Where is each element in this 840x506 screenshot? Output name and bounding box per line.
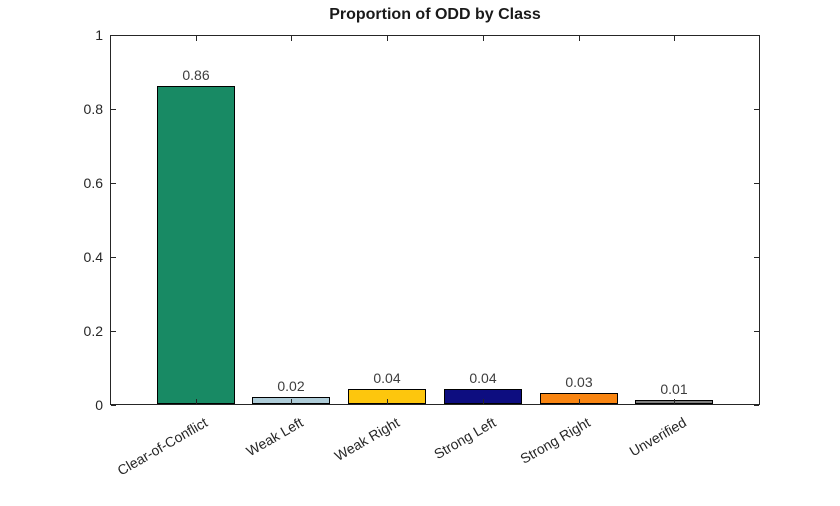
x-tick-bottom xyxy=(483,399,484,404)
x-tick-top xyxy=(196,36,197,41)
x-tick-bottom xyxy=(387,399,388,404)
y-tick-label: 0.8 xyxy=(83,101,103,117)
x-tick-bottom xyxy=(674,399,675,404)
y-tick-right xyxy=(754,35,759,36)
y-tick-label: 1 xyxy=(95,27,103,43)
y-tick-right xyxy=(754,109,759,110)
x-tick-label: Unverified xyxy=(626,414,689,460)
y-tick-left xyxy=(111,331,116,332)
x-tick-label: Clear-of-Conflict xyxy=(114,414,210,479)
y-tick-left xyxy=(111,109,116,110)
y-tick-label: 0 xyxy=(95,397,103,413)
x-tick-label: Strong Right xyxy=(517,414,593,467)
y-tick-right xyxy=(754,183,759,184)
chart-title: Proportion of ODD by Class xyxy=(329,6,541,23)
bar-value-label: 0.02 xyxy=(277,378,305,394)
x-tick-bottom xyxy=(291,399,292,404)
y-tick-right xyxy=(754,257,759,258)
x-tick-bottom xyxy=(196,399,197,404)
y-tick-left xyxy=(111,35,116,36)
bar-value-label: 0.03 xyxy=(565,374,593,390)
y-tick-right xyxy=(754,331,759,332)
y-tick-right xyxy=(754,405,759,406)
bar xyxy=(157,86,235,404)
x-tick-label: Strong Left xyxy=(430,414,498,463)
y-tick-left xyxy=(111,405,116,406)
bar-value-label: 0.04 xyxy=(469,370,497,386)
x-tick-top xyxy=(483,36,484,41)
y-tick-label: 0.6 xyxy=(83,175,103,191)
y-tick-left xyxy=(111,257,116,258)
x-tick-top xyxy=(291,36,292,41)
x-tick-top xyxy=(674,36,675,41)
bar-value-label: 0.86 xyxy=(182,67,210,83)
y-tick-label: 0.4 xyxy=(83,249,103,265)
y-tick-left xyxy=(111,183,116,184)
plot-area: 0.86 0.02 0.04 0.04 0.03 0.01 xyxy=(110,35,760,406)
y-tick-label: 0.2 xyxy=(83,323,103,339)
x-tick-bottom xyxy=(579,399,580,404)
bar-value-label: 0.04 xyxy=(373,370,401,386)
x-tick-top xyxy=(387,36,388,41)
bar-value-label: 0.01 xyxy=(660,381,688,397)
x-tick-label: Weak Left xyxy=(243,414,306,460)
x-tick-label: Weak Right xyxy=(331,414,402,464)
x-tick-top xyxy=(579,36,580,41)
